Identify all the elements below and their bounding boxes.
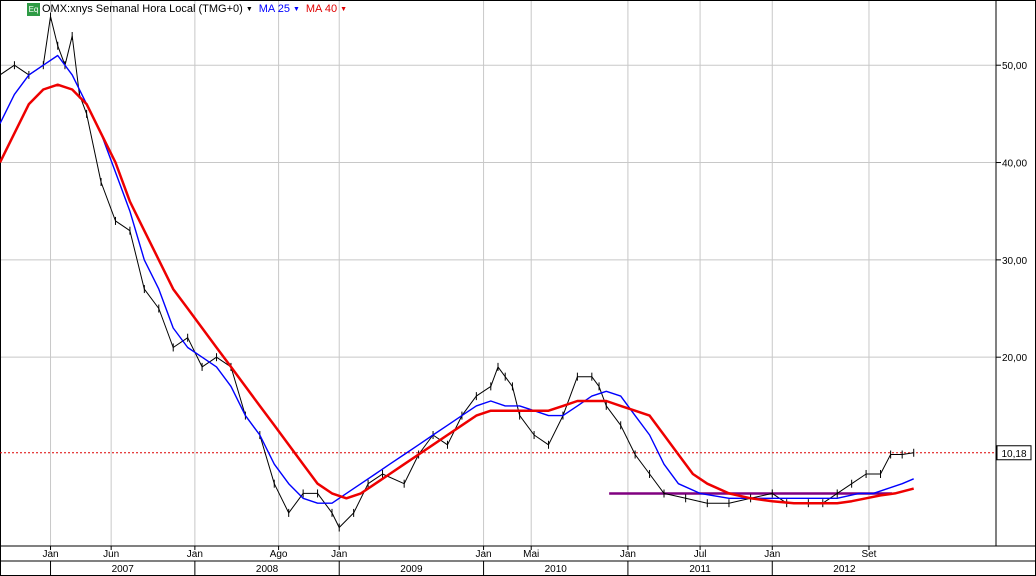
symbol-label[interactable]: OMX:xnys Semanal Hora Local (TMG+0) <box>42 3 243 15</box>
ma40-label[interactable]: MA 40 <box>305 3 338 15</box>
chart-legend: Eq OMX:xnys Semanal Hora Local (TMG+0) ▼… <box>27 2 353 16</box>
year-label: 2011 <box>689 564 711 575</box>
last-price-box <box>996 445 1032 461</box>
ma25-dropdown-icon[interactable]: ▼ <box>292 5 300 13</box>
ma40-dropdown-icon[interactable]: ▼ <box>340 5 348 13</box>
symbol-dropdown-icon[interactable]: ▼ <box>245 5 253 13</box>
x-tick-label: Mai <box>523 549 539 560</box>
y-tick-label: 50,00 <box>1002 61 1027 72</box>
year-label: 2009 <box>400 564 423 575</box>
y-tick-label: 20,00 <box>1002 353 1027 364</box>
x-tick-label: Jan <box>187 549 203 560</box>
series-line-ma25[interactable] <box>0 54 914 504</box>
x-tick-label: Jan <box>476 549 492 560</box>
year-label: 2007 <box>112 564 135 575</box>
equity-badge: Eq <box>27 2 40 16</box>
x-tick-label: Jan <box>764 549 780 560</box>
ma25-label[interactable]: MA 25 <box>258 3 290 15</box>
x-tick-label: Jan <box>42 549 58 560</box>
year-label: 2010 <box>545 564 568 575</box>
x-tick-label: Ago <box>270 549 288 560</box>
year-label: 2008 <box>256 564 279 575</box>
x-tick-label: Set <box>861 549 876 560</box>
year-label: 2012 <box>833 564 856 575</box>
last-price-label: 10,18 <box>1001 449 1026 460</box>
y-tick-label: 30,00 <box>1002 256 1027 267</box>
series-line-ma40[interactable] <box>0 83 915 505</box>
x-tick-label: Jan <box>620 549 636 560</box>
y-tick-label: 40,00 <box>1002 159 1027 170</box>
x-tick-label: Jun <box>103 549 119 560</box>
x-tick-label: Jul <box>694 549 707 560</box>
x-tick-label: Jan <box>331 549 347 560</box>
